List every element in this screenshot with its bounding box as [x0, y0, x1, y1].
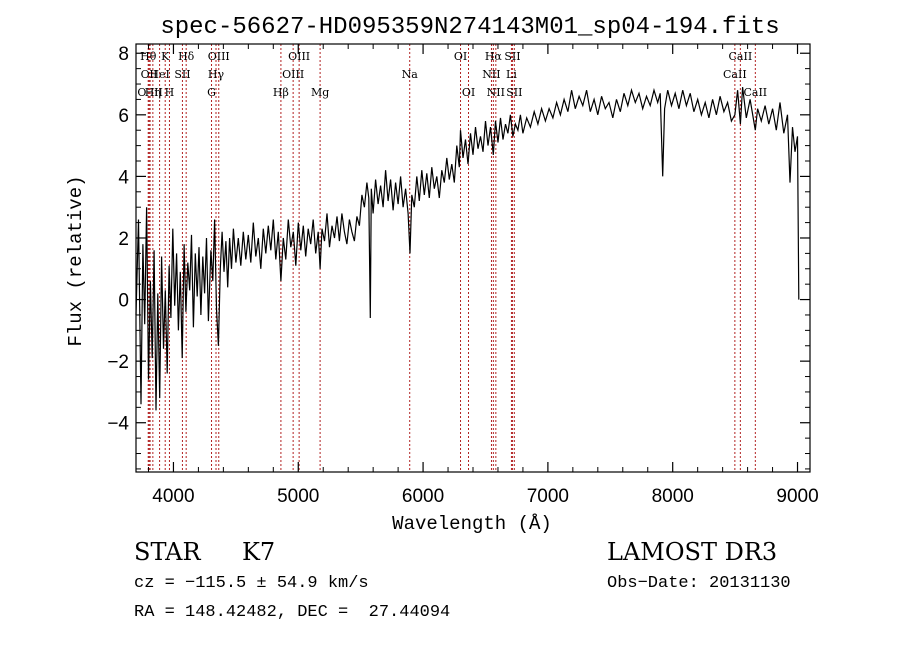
y-tick-label-0: −4: [107, 414, 129, 435]
x-tick-label-4: 8000: [652, 486, 694, 507]
marker-label-25: CaII: [729, 50, 753, 63]
coordinates: RA = 148.42482, DEC = 27.44094: [134, 603, 451, 622]
marker-label-21: NII: [482, 68, 500, 81]
marker-label-27: CaII: [743, 86, 767, 99]
marker-label-22: Li: [506, 68, 517, 81]
observation-date: Obs−Date: 20131130: [607, 574, 791, 593]
survey-name: LAMOST DR3: [607, 538, 778, 566]
marker-label-19: Hα: [485, 50, 503, 63]
y-tick-label-6: 8: [118, 44, 129, 65]
marker-label-0: Hθ: [140, 50, 157, 63]
x-tick-label-0: 4000: [152, 486, 194, 507]
x-axis: 4000 5000 6000 7000 8000 9000: [147, 44, 819, 507]
x-tick-label-3: 7000: [527, 486, 569, 507]
spectrum-line: [135, 87, 800, 411]
marker-label-23: NII: [487, 86, 505, 99]
marker-label-1: O I: [141, 68, 158, 81]
marker-label-10: Hγ: [208, 68, 225, 81]
spectral-line-markers: [147, 44, 756, 472]
x-tick-label-1: 5000: [277, 486, 319, 507]
y-tick-label-1: −2: [107, 352, 129, 373]
x-axis-label: Wavelength (Å): [392, 513, 552, 535]
marker-label-12: OIII: [288, 50, 310, 63]
y-tick-label-3: 2: [118, 229, 129, 250]
object-subclass: K7: [242, 538, 276, 566]
marker-label-26: CaII: [723, 68, 747, 81]
marker-label-20: SII: [504, 50, 520, 63]
marker-label-16: Na: [402, 68, 419, 81]
marker-label-8: H: [165, 86, 175, 99]
marker-label-5: HeI: [149, 68, 169, 81]
y-axis: −4 −2 0 2 4 6 8: [107, 44, 810, 470]
marker-label-4: Hδ: [178, 50, 195, 63]
marker-label-17: OI: [454, 50, 467, 63]
x-tick-label-5: 9000: [776, 486, 818, 507]
plot-frame: [135, 43, 811, 473]
marker-label-14: Hβ: [273, 86, 289, 99]
y-tick-label-4: 4: [118, 167, 129, 188]
marker-label-15: Mg: [311, 86, 329, 99]
x-tick-label-2: 6000: [402, 486, 444, 507]
object-class: STAR: [134, 538, 201, 566]
marker-label-7: SII: [174, 68, 190, 81]
marker-label-9: OIII: [208, 50, 230, 63]
y-tick-label-2: 0: [118, 291, 129, 312]
chart-title: spec-56627-HD095359N274143M01_sp04-194.f…: [160, 14, 779, 41]
marker-label-3: K: [161, 50, 170, 63]
marker-label-13: OIII: [282, 68, 304, 81]
marker-label-2: O III: [137, 86, 163, 99]
y-axis-label: Flux (relative): [65, 175, 87, 346]
redshift-velocity: cz = −115.5 ± 54.9 km/s: [134, 574, 369, 593]
marker-label-6: Hη: [145, 86, 161, 99]
marker-label-18: OI: [462, 86, 475, 99]
spectral-line-labels: Hθ O I O III K Hδ HeI Hη SII H OIII Hγ G OIII OIII Hβ M…: [137, 50, 767, 99]
marker-label-11: G: [207, 86, 216, 99]
marker-label-24: SII: [506, 86, 522, 99]
y-tick-label-5: 6: [118, 106, 129, 127]
